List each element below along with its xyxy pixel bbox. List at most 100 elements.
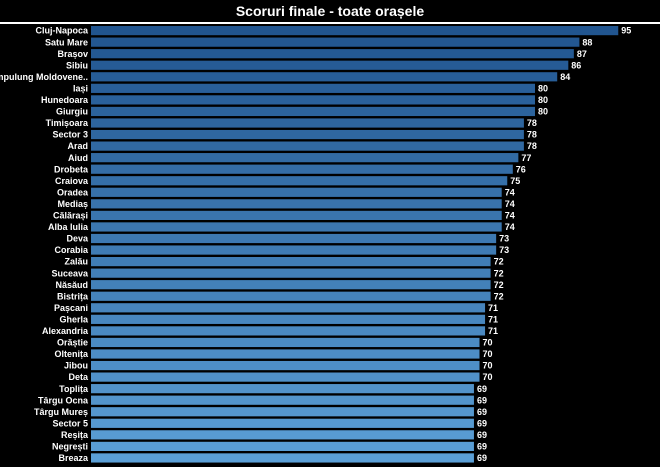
category-label: Orăștie <box>57 338 88 348</box>
value-label: 74 <box>505 187 515 197</box>
bar <box>91 37 580 47</box>
value-label: 88 <box>582 37 592 47</box>
value-label: 72 <box>494 268 504 278</box>
bar <box>91 453 474 463</box>
value-label: 78 <box>527 118 537 128</box>
bar <box>91 176 508 186</box>
bar <box>91 233 497 244</box>
bar <box>91 372 480 382</box>
bar <box>91 153 519 163</box>
category-label: Oltenița <box>54 349 88 359</box>
bar <box>91 141 524 151</box>
category-label: Câmpulung Moldovene.. <box>0 72 88 82</box>
category-label: Sector 5 <box>52 418 88 428</box>
value-label: 73 <box>499 234 509 244</box>
category-label: Negrești <box>52 442 88 452</box>
value-label: 80 <box>538 107 548 117</box>
value-label: 69 <box>477 442 487 452</box>
bar <box>91 257 491 267</box>
value-label: 69 <box>477 384 487 394</box>
category-label: Aiud <box>68 153 88 163</box>
category-label: Craiova <box>55 176 89 186</box>
bar <box>91 245 497 255</box>
category-label: Bistrița <box>57 291 89 301</box>
bar <box>91 210 502 220</box>
value-label: 69 <box>477 453 487 463</box>
category-label: Jibou <box>64 361 88 371</box>
value-label: 86 <box>571 60 581 70</box>
bar <box>91 60 569 70</box>
value-label: 72 <box>494 280 504 290</box>
bar <box>91 326 486 336</box>
value-label: 70 <box>483 349 493 359</box>
value-label: 69 <box>477 418 487 428</box>
value-label: 70 <box>483 338 493 348</box>
chart-title: Scoruri finale - toate orașele <box>235 3 425 19</box>
value-label: 78 <box>527 141 537 151</box>
value-label: 70 <box>483 361 493 371</box>
category-label: Gherla <box>59 314 89 324</box>
category-label: Târgu Mureș <box>34 407 88 417</box>
value-label: 74 <box>505 199 515 209</box>
value-label: 80 <box>538 95 548 105</box>
bar <box>91 384 474 394</box>
value-label: 84 <box>560 72 570 82</box>
bar <box>91 83 535 93</box>
value-label: 69 <box>477 407 487 417</box>
bar <box>91 187 502 197</box>
value-label: 71 <box>488 303 498 313</box>
bar <box>91 95 535 105</box>
title-divider <box>0 22 660 24</box>
bar <box>91 222 502 232</box>
value-label: 71 <box>488 314 498 324</box>
category-label: Oradea <box>57 187 89 197</box>
category-label: Breaza <box>58 453 89 463</box>
category-label: Giurgiu <box>56 107 88 117</box>
value-label: 75 <box>510 176 520 186</box>
category-label: Mediaș <box>57 199 88 209</box>
value-label: 72 <box>494 257 504 267</box>
bar <box>91 164 513 174</box>
bar <box>91 106 535 117</box>
bar <box>91 268 491 278</box>
category-label: Brașov <box>57 49 88 59</box>
category-label: Pașcani <box>54 303 88 313</box>
value-label: 87 <box>577 49 587 59</box>
bar <box>91 349 480 359</box>
bar <box>91 441 474 451</box>
value-label: 78 <box>527 130 537 140</box>
category-label: Deva <box>66 234 89 244</box>
bar <box>91 118 524 128</box>
bar <box>91 26 619 36</box>
bar <box>91 418 474 428</box>
category-label: Sector 3 <box>52 130 88 140</box>
bar <box>91 129 524 140</box>
value-label: 77 <box>521 153 531 163</box>
bar <box>91 291 491 301</box>
value-label: 69 <box>477 395 487 405</box>
value-label: 74 <box>505 222 515 232</box>
value-label: 80 <box>538 83 548 93</box>
category-label: Târgu Ocna <box>38 395 89 405</box>
bar <box>91 280 491 290</box>
category-label: Toplița <box>59 384 89 394</box>
category-label: Satu Mare <box>45 37 88 47</box>
category-label: Drobeta <box>54 164 89 174</box>
bar <box>91 72 558 82</box>
value-label: 74 <box>505 211 515 221</box>
value-label: 76 <box>516 164 526 174</box>
category-label: Timișoara <box>46 118 89 128</box>
value-label: 95 <box>621 26 631 36</box>
category-label: Alexandria <box>42 326 89 336</box>
value-label: 71 <box>488 326 498 336</box>
category-label: Alba Iulia <box>48 222 89 232</box>
category-label: Corabia <box>54 245 89 255</box>
bar <box>91 199 502 209</box>
category-label: Năsăud <box>55 280 88 290</box>
category-label: Hunedoara <box>41 95 89 105</box>
bar <box>91 430 474 440</box>
value-label: 70 <box>483 372 493 382</box>
value-label: 69 <box>477 430 487 440</box>
bar <box>91 337 480 348</box>
bar <box>91 395 474 405</box>
